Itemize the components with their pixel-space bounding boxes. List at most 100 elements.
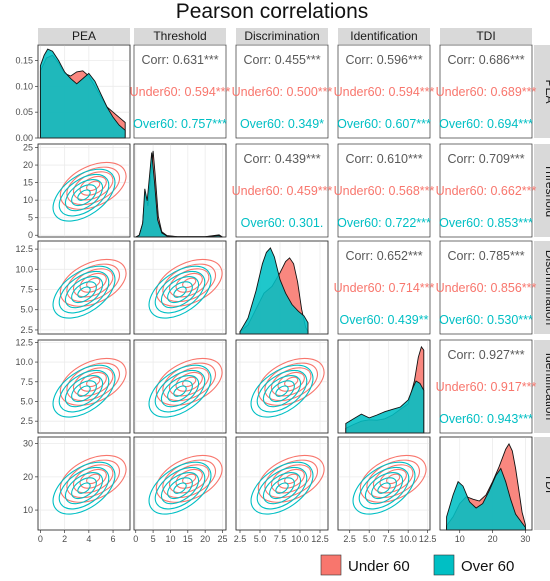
strip-label-row-threshold: Threshold [543,164,550,217]
density-over60-tdi [446,467,526,531]
xtick-threshold: 0 [133,534,138,544]
ytick-tdi: 10 [23,505,33,515]
corr-over60-pea-discrimination: Over60: 0.349* [240,117,324,131]
panel-identification-threshold [133,339,227,434]
panel-discrimination-pea [37,240,131,335]
strip-row-tdi [534,437,550,530]
xtick-tdi: 10 [455,534,465,544]
ytick-pea: 0.10 [15,81,33,91]
legend: Under 60 Over 60 [320,554,514,576]
ytick-tdi: 20 [23,472,33,482]
contour-under60-discrimination-threshold [155,258,223,307]
xtick-tdi: 30 [520,534,530,544]
strip-label-col-discrimination: Discrimination [244,29,319,43]
strip-label-col-pea: PEA [72,29,96,43]
strip-col-discrimination [236,28,328,44]
density-over60-threshold [135,152,223,238]
strip-label-col-tdi: TDI [476,29,495,43]
xtick-identification: 7.5 [382,534,395,544]
ytick-discrimination: 10.0 [15,264,33,274]
panel-tdi-pea [37,436,131,531]
contour-under60-tdi-pea [59,454,127,503]
contour-over60-identification-discrimination [250,364,314,418]
panel-tdi-threshold [133,436,227,531]
contour-over60-discrimination-pea [52,265,116,319]
panel-discrimination-identification: Corr: 0.652*** Under60: 0.714*** Over60: 0… [334,240,435,335]
corr-total-discrimination-tdi: Corr: 0.785*** [447,249,524,263]
ytick-pea: 0.00 [15,133,33,143]
xtick-discrimination: 2.5 [234,534,247,544]
strip-label-row-identification: Identification [543,353,550,420]
corr-over60-discrimination-tdi: Over60: 0.530*** [439,313,533,327]
corr-total-pea-discrimination: Corr: 0.455*** [243,53,320,67]
corr-under60-discrimination-tdi: Under60: 0.856*** [436,281,537,295]
contour-over60-tdi-identification [352,461,416,515]
strip-row-pea [534,45,550,138]
density-over60-identification [345,380,425,434]
corr-under60-discrimination-identification: Under60: 0.714*** [334,281,435,295]
legend-swatch-over60 [433,554,455,576]
corr-under60-pea-discrimination: Under60: 0.500*** [232,85,333,99]
xtick-threshold: 25 [218,534,228,544]
panel-threshold-discrimination: Corr: 0.439*** Under60: 0.459*** Over60: 0… [232,143,333,238]
ytick-identification: 10.0 [15,357,33,367]
panel-threshold-identification: Corr: 0.610*** Under60: 0.568*** Over60: 0… [334,143,435,238]
corr-total-threshold-discrimination: Corr: 0.439*** [243,152,320,166]
contour-under60-identification-discrimination [257,357,325,406]
corr-under60-pea-tdi: Under60: 0.689*** [436,85,537,99]
corr-total-threshold-identification: Corr: 0.610*** [345,152,422,166]
corr-over60-threshold-tdi: Over60: 0.853*** [439,216,533,230]
strip-label-row-tdi: TDI [543,474,550,493]
ytick-identification: 12.5 [15,337,33,347]
strip-label-col-identification: Identification [350,29,417,43]
legend-label-over60: Over 60 [461,558,514,575]
strip-label-col-threshold: Threshold [153,29,206,43]
panel-pea-identification: Corr: 0.596*** Under60: 0.594*** Over60: 0… [334,44,435,139]
ytick-threshold: 10 [23,195,33,205]
strip-col-pea [38,28,130,44]
panel-identification-pea [37,339,131,434]
panel-pea-pea [37,44,131,139]
xtick-discrimination: 10.0 [291,534,309,544]
corr-total-identification-tdi: Corr: 0.927*** [447,348,524,362]
panel-threshold-threshold [133,143,227,238]
corr-under60-pea-identification: Under60: 0.594*** [334,85,435,99]
panel-tdi-discrimination [235,436,329,531]
corr-under60-threshold-identification: Under60: 0.568*** [334,184,435,198]
strip-label-row-pea: PEA [543,79,550,103]
legend-label-under60: Under 60 [348,558,410,575]
ytick-tdi: 30 [23,439,33,449]
xtick-pea: 4 [86,534,91,544]
panel-tdi-identification [337,436,431,531]
ytick-threshold: 5 [28,213,33,223]
xtick-identification: 12.5 [419,534,437,544]
corr-under60-pea-threshold: Under60: 0.594*** [130,85,231,99]
corr-total-pea-identification: Corr: 0.596*** [345,53,422,67]
xtick-threshold: 5 [151,534,156,544]
contour-over60-identification-threshold [148,364,212,418]
xtick-discrimination: 5.0 [254,534,267,544]
ytick-discrimination: 2.5 [20,325,33,335]
legend-swatch-under60 [320,554,342,576]
panel-identification-identification [337,339,431,434]
corr-over60-threshold-identification: Over60: 0.722*** [337,216,431,230]
strip-label-row-discrimination: Discrimination [543,250,550,325]
density-over60-discrimination [239,247,309,335]
contour-over60-tdi-threshold [148,461,212,515]
contour-over60-threshold-pea [52,168,116,222]
panel-discrimination-threshold [133,240,227,335]
corr-over60-discrimination-identification: Over60: 0.439** [340,313,429,327]
ytick-threshold: 20 [23,160,33,170]
corr-over60-pea-identification: Over60: 0.607*** [337,117,431,131]
ytick-discrimination: 5.0 [20,305,33,315]
contour-under60-discrimination-pea [59,258,127,307]
corr-over60-identification-tdi: Over60: 0.943*** [439,412,533,426]
ytick-identification: 7.5 [20,377,33,387]
ytick-threshold: 25 [23,143,33,153]
corr-total-discrimination-identification: Corr: 0.652*** [345,249,422,263]
panel-discrimination-tdi: Corr: 0.785*** Under60: 0.856*** Over60: 0… [436,240,537,335]
panel-discrimination-discrimination [235,240,329,335]
panel-threshold-pea [37,143,131,238]
ytick-threshold: 15 [23,178,33,188]
